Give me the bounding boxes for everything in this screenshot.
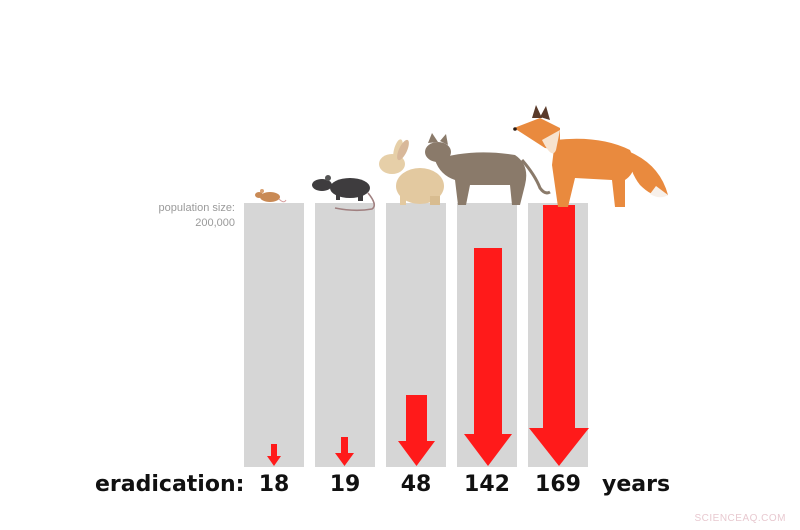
mouse-icon (255, 189, 287, 203)
arrow-down-icon (267, 444, 281, 466)
tick-rat: 19 (329, 472, 361, 497)
arrow-down-icon (464, 248, 512, 466)
tick-rabbit: 48 (400, 472, 432, 497)
arrow-down-icon (335, 437, 354, 466)
bar-mouse (244, 203, 304, 467)
tick-cat: 142 (464, 472, 510, 497)
rabbit-icon (379, 139, 444, 205)
arrow-down-icon (398, 395, 435, 466)
arrow-down-icon (529, 205, 589, 466)
rat-icon (312, 175, 376, 212)
watermark: SCIENCEAQ.COM (694, 513, 786, 524)
tick-fox: 169 (535, 472, 581, 497)
tick-mouse: 18 (258, 472, 290, 497)
cat-icon (425, 133, 551, 205)
fox-icon (513, 105, 668, 207)
eradication-label: eradication: (95, 472, 245, 497)
population-label-line2: 200,000 (195, 217, 235, 229)
unit-years-label: years (602, 472, 671, 497)
population-label-line1: population size: (158, 202, 235, 214)
bar-rat (315, 203, 375, 467)
population-size-label: population size: 200,000 (120, 201, 235, 231)
